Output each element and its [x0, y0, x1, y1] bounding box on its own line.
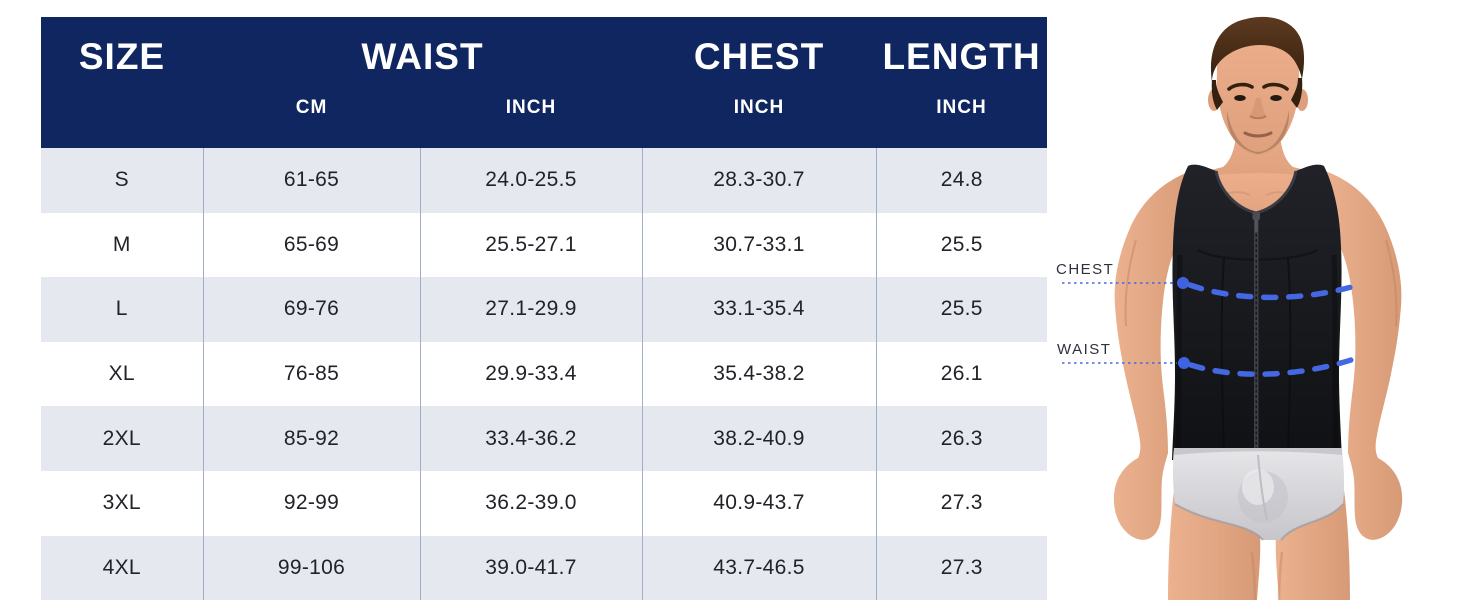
cell-size: 4XL	[41, 535, 203, 600]
cell-waist-cm: 92-99	[202, 470, 420, 536]
cell-waist-inch: 27.1-29.9	[419, 277, 643, 342]
cell-length-inch: 26.3	[875, 406, 1048, 471]
cell-chest-inch: 33.1-35.4	[641, 277, 877, 342]
cell-length-inch: 26.1	[875, 341, 1048, 407]
table-row: M 65-69 25.5-27.1 30.7-33.1 25.5	[41, 212, 1048, 278]
cell-waist-inch: 39.0-41.7	[419, 535, 643, 600]
table-body: S 61-65 24.0-25.5 28.3-30.7 24.8 M 65-69…	[41, 148, 1048, 600]
cell-size: S	[41, 148, 203, 213]
table-row: 4XL 99-106 39.0-41.7 43.7-46.5 27.3	[41, 535, 1048, 600]
nose	[1250, 98, 1266, 119]
cell-waist-cm: 69-76	[202, 277, 420, 342]
cell-chest-inch: 30.7-33.1	[641, 212, 877, 278]
cell-waist-cm: 76-85	[202, 341, 420, 407]
eye-right	[1270, 95, 1282, 101]
cell-size: 3XL	[41, 470, 203, 536]
table-header: SIZE WAIST CHEST LENGTH CM INCH INCH INC…	[41, 17, 1048, 148]
model-photo	[1113, 16, 1403, 600]
model-underwear	[1172, 448, 1345, 541]
model-legs	[1168, 490, 1350, 600]
cell-size: M	[41, 212, 203, 278]
cell-waist-inch: 33.4-36.2	[419, 406, 643, 471]
cell-length-inch: 27.3	[875, 535, 1048, 600]
table-row: 2XL 85-92 33.4-36.2 38.2-40.9 26.3	[41, 406, 1048, 471]
mouth	[1243, 131, 1273, 138]
size-chart-table: SIZE WAIST CHEST LENGTH CM INCH INCH INC…	[41, 17, 1048, 600]
cell-length-inch: 25.5	[875, 212, 1048, 278]
cell-size: 2XL	[41, 406, 203, 471]
cell-length-inch: 25.5	[875, 277, 1048, 342]
cell-size: XL	[41, 341, 203, 407]
cell-chest-inch: 40.9-43.7	[641, 470, 877, 536]
cell-chest-inch: 43.7-46.5	[641, 535, 877, 600]
chest-label: CHEST	[1056, 261, 1115, 278]
header-row-main: SIZE WAIST CHEST LENGTH	[41, 17, 1048, 91]
cell-waist-inch: 36.2-39.0	[419, 470, 643, 536]
header-waist-cm-unit: CM	[203, 91, 420, 148]
header-row-units: CM INCH INCH INCH	[41, 91, 1048, 148]
eyebrows	[1227, 82, 1289, 91]
table-row: L 69-76 27.1-29.9 33.1-35.4 25.5	[41, 277, 1048, 342]
cell-waist-cm: 65-69	[202, 212, 420, 278]
header-waist: WAIST	[203, 17, 643, 91]
cell-waist-cm: 85-92	[202, 406, 420, 471]
cell-waist-inch: 29.9-33.4	[419, 341, 643, 407]
cell-chest-inch: 28.3-30.7	[641, 148, 877, 213]
model-head	[1208, 16, 1308, 155]
cell-waist-inch: 25.5-27.1	[419, 212, 643, 278]
table-row: XL 76-85 29.9-33.4 35.4-38.2 26.1	[41, 341, 1048, 407]
table-row: S 61-65 24.0-25.5 28.3-30.7 24.8	[41, 148, 1048, 213]
waist-label: WAIST	[1057, 341, 1112, 358]
header-size-unit	[41, 91, 203, 148]
hair	[1210, 16, 1305, 82]
zipper	[1252, 212, 1260, 460]
header-chest: CHEST	[642, 17, 877, 91]
cell-chest-inch: 38.2-40.9	[641, 406, 877, 471]
header-chest-inch-unit: INCH	[642, 91, 877, 148]
eye-left	[1234, 95, 1246, 101]
cell-length-inch: 27.3	[875, 470, 1048, 536]
table-row: 3XL 92-99 36.2-39.0 40.9-43.7 27.3	[41, 470, 1048, 536]
cell-waist-cm: 61-65	[202, 148, 420, 213]
cell-waist-cm: 99-106	[202, 535, 420, 600]
header-length-inch-unit: INCH	[876, 91, 1048, 148]
cell-length-inch: 24.8	[875, 148, 1048, 213]
cell-chest-inch: 35.4-38.2	[641, 341, 877, 407]
header-size: SIZE	[41, 17, 203, 91]
cell-size: L	[41, 277, 203, 342]
cell-waist-inch: 24.0-25.5	[419, 148, 643, 213]
header-length: LENGTH	[876, 17, 1048, 91]
header-waist-inch-unit: INCH	[420, 91, 643, 148]
